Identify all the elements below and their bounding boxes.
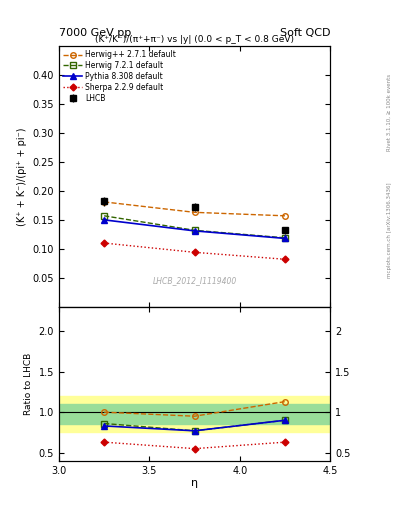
Line: Pythia 8.308 default: Pythia 8.308 default [101, 217, 288, 241]
Pythia 8.308 default [283, 236, 287, 242]
Y-axis label: Ratio to LHCB: Ratio to LHCB [24, 353, 33, 415]
Line: Sherpa 2.2.9 default: Sherpa 2.2.9 default [102, 241, 287, 262]
Herwig++ 2.7.1 default [102, 199, 107, 205]
Bar [59, 404, 330, 424]
Herwig 7.2.1 default [283, 235, 287, 241]
Y-axis label: (K⁺ + K⁻)/(pi⁺ + pi⁻): (K⁺ + K⁻)/(pi⁺ + pi⁻) [17, 127, 27, 226]
Line: Herwig++ 2.7.1 default: Herwig++ 2.7.1 default [101, 199, 288, 219]
X-axis label: η: η [191, 478, 198, 488]
Herwig++ 2.7.1 default [192, 209, 197, 216]
Text: Rivet 3.1.10, ≥ 100k events: Rivet 3.1.10, ≥ 100k events [387, 74, 392, 151]
Pythia 8.308 default [192, 228, 197, 234]
Text: Soft QCD: Soft QCD [280, 28, 330, 38]
Herwig 7.2.1 default [102, 213, 107, 219]
Bar [59, 396, 330, 433]
Title: (K⁺/K⁻)/(π⁺+π⁻) vs |y| (0.0 < p_T < 0.8 GeV): (K⁺/K⁻)/(π⁺+π⁻) vs |y| (0.0 < p_T < 0.8 … [95, 35, 294, 44]
Line: Herwig 7.2.1 default: Herwig 7.2.1 default [101, 213, 288, 241]
Herwig 7.2.1 default [192, 227, 197, 233]
Herwig++ 2.7.1 default [283, 213, 287, 219]
Pythia 8.308 default [102, 217, 107, 223]
Text: mcplots.cern.ch [arXiv:1306.3436]: mcplots.cern.ch [arXiv:1306.3436] [387, 183, 392, 278]
Sherpa 2.2.9 default [283, 256, 287, 262]
Legend: Herwig++ 2.7.1 default, Herwig 7.2.1 default, Pythia 8.308 default, Sherpa 2.2.9: Herwig++ 2.7.1 default, Herwig 7.2.1 def… [62, 49, 178, 104]
Text: LHCB_2012_I1119400: LHCB_2012_I1119400 [152, 276, 237, 285]
Sherpa 2.2.9 default [102, 240, 107, 246]
Text: 7000 GeV pp: 7000 GeV pp [59, 28, 131, 38]
Sherpa 2.2.9 default [192, 249, 197, 255]
